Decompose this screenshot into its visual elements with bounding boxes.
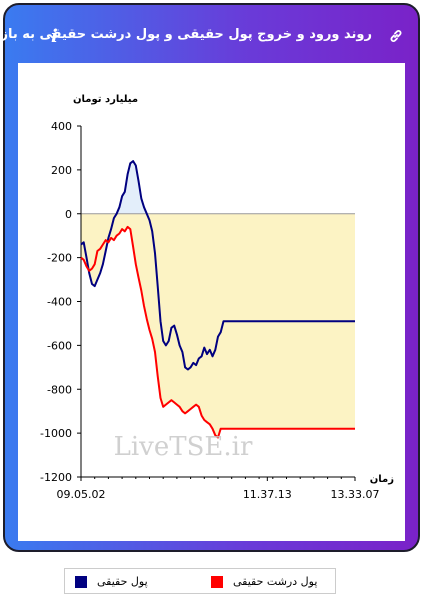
line-chart: 400 200 0 -200 -400 -600 -800 -1000 -1200 09.05.0… [40, 94, 394, 501]
legend-swatch-series-2 [211, 576, 223, 588]
y-tick-label: -200 [47, 252, 72, 265]
series-line-2 [80, 225, 355, 439]
y-tick-label: -1000 [40, 427, 72, 440]
chart-card: روند ورود و خروج پول حقیقی و پول درشت حق… [0, 3, 420, 594]
y-tick-label: 400 [51, 120, 72, 133]
legend-swatch-series-1 [75, 576, 87, 588]
y-axis-title: میلیارد تومان [73, 94, 138, 105]
x-axis-title: زمان [370, 474, 394, 485]
chart-panel: 400 200 0 -200 -400 -600 -800 -1000 -1200 09.05.0… [18, 63, 405, 594]
info-icon[interactable]: i [51, 26, 58, 47]
link-icon[interactable] [389, 29, 403, 43]
y-tick-label: -1200 [40, 471, 72, 484]
y-tick-label: 200 [51, 164, 72, 177]
legend-label-series-2: پول درشت حقیقی [233, 575, 318, 588]
y-tick-label: -400 [47, 296, 72, 309]
card-title: روند ورود و خروج پول حقیقی و پول درشت حق… [0, 27, 372, 42]
chart-legend: پول حقیقی پول درشت حقیقی [64, 568, 336, 594]
x-tick-label: 13.33.07 [331, 488, 380, 501]
area-fill-positive [81, 161, 355, 214]
y-tick-label: -600 [47, 339, 72, 352]
x-tick-label: 11.37.13 [243, 488, 292, 501]
x-tick-label: 09.05.02 [57, 488, 106, 501]
legend-item-series-2[interactable]: پول درشت حقیقی [211, 575, 331, 589]
legend-item-series-1[interactable]: پول حقیقی [75, 575, 185, 589]
y-tick-label: 0 [65, 208, 72, 221]
series-line-1 [80, 160, 355, 371]
y-tick-label: -800 [47, 383, 72, 396]
watermark: LiveTSE.ir [114, 432, 253, 462]
area-fill-negative-series-2 [81, 213, 355, 438]
legend-label-series-1: پول حقیقی [97, 575, 148, 588]
